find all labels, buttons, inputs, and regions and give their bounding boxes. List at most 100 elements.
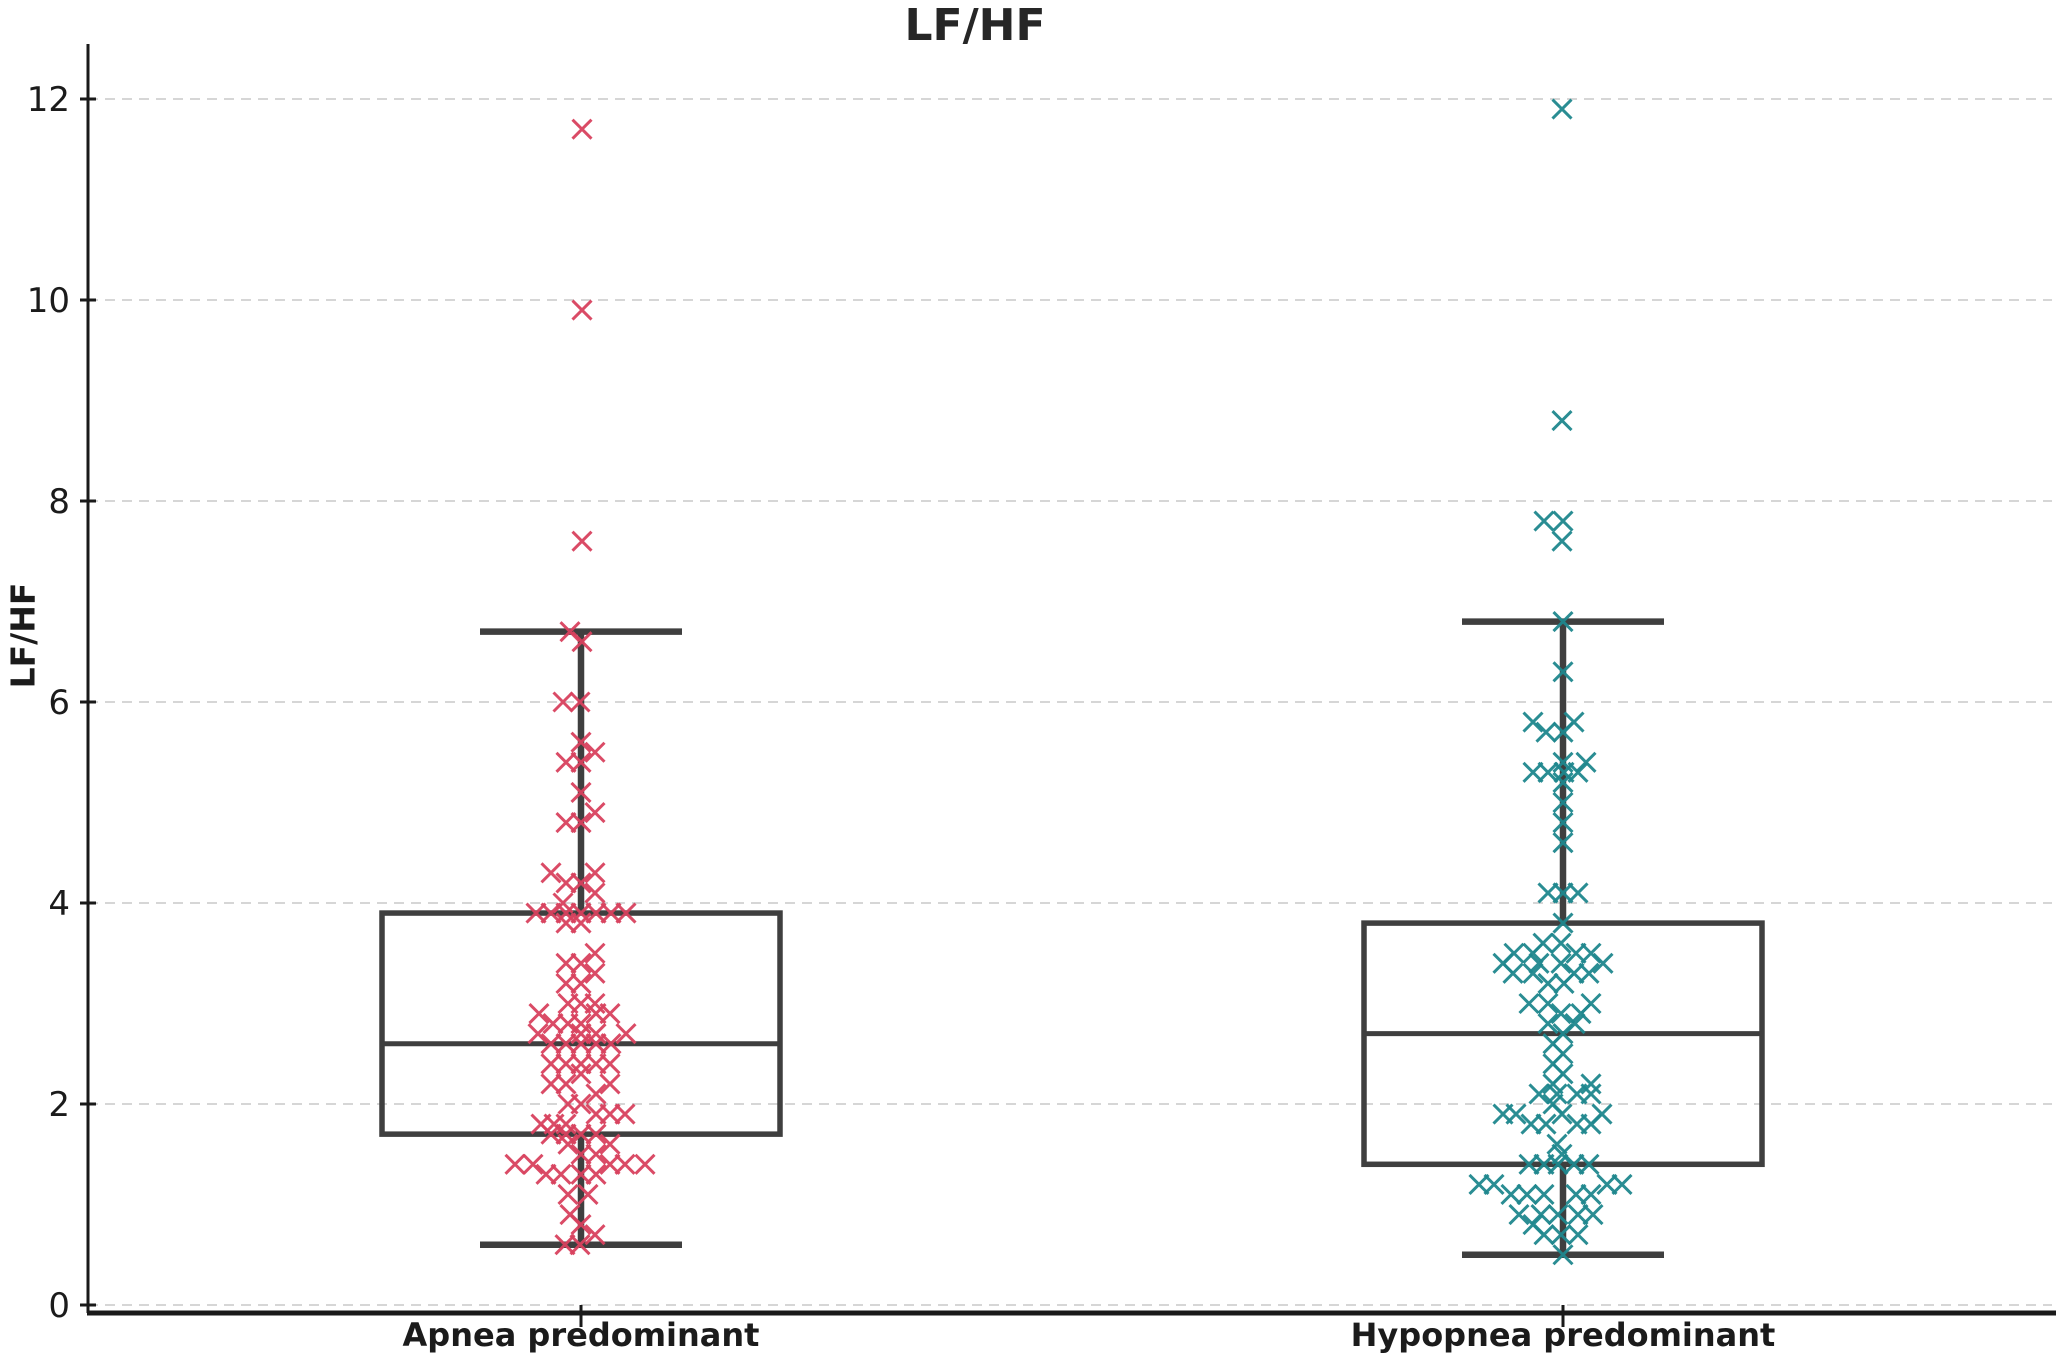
- x-marker: [1483, 1173, 1505, 1195]
- x-marker: [555, 1113, 577, 1135]
- x-marker: [1580, 1073, 1602, 1095]
- x-marker: [599, 1053, 621, 1075]
- x-marker: [584, 962, 606, 984]
- x-marker: [552, 691, 574, 713]
- x-marker: [571, 530, 593, 552]
- x-marker: [1596, 1173, 1618, 1195]
- x-marker: [555, 902, 577, 924]
- x-marker: [557, 1133, 579, 1155]
- x-marker: [1580, 1113, 1602, 1135]
- x-marker: [1528, 1083, 1550, 1105]
- y-tick-label: 12: [27, 80, 70, 120]
- y-tick-label: 10: [27, 281, 70, 321]
- x-marker: [571, 631, 593, 653]
- x-marker: [1550, 932, 1572, 954]
- x-marker: [570, 812, 592, 834]
- x-marker: [1580, 1183, 1602, 1206]
- x-marker: [1516, 1183, 1538, 1206]
- x-marker: [584, 741, 606, 763]
- x-marker: [585, 1023, 607, 1045]
- x-marker: [1567, 1224, 1589, 1246]
- x-marker: [570, 1033, 592, 1055]
- x-marker: [1552, 771, 1574, 793]
- x-marker: [540, 1053, 562, 1075]
- x-marker: [542, 1013, 564, 1035]
- x-marker: [555, 912, 577, 934]
- x-marker: [1468, 1173, 1490, 1195]
- x-marker: [540, 902, 562, 924]
- x-marker: [1533, 1183, 1555, 1206]
- x-marker: [1567, 1203, 1589, 1226]
- x-marker: [522, 1153, 544, 1175]
- x-marker: [570, 1214, 592, 1236]
- x-marker: [1551, 530, 1573, 552]
- x-marker: [1537, 992, 1559, 1015]
- x-marker: [1552, 721, 1574, 743]
- x-marker: [1547, 1203, 1569, 1226]
- y-tick-label: 8: [48, 482, 70, 522]
- x-marker: [1580, 1083, 1602, 1105]
- x-marker: [585, 1143, 607, 1165]
- x-marker: [1535, 1113, 1557, 1135]
- x-marker: [570, 781, 592, 804]
- x-marker: [1520, 1113, 1542, 1135]
- x-marker: [599, 1002, 621, 1025]
- x-marker: [535, 1163, 557, 1185]
- x-marker: [1533, 1224, 1555, 1246]
- x-marker: [1551, 98, 1573, 120]
- x-marker: [557, 1183, 579, 1206]
- x-marker: [599, 1103, 621, 1125]
- x-marker: [569, 691, 591, 713]
- x-marker: [555, 952, 577, 974]
- x-marker: [570, 952, 592, 974]
- x-marker: [1528, 952, 1550, 974]
- x-marker: [1552, 812, 1574, 834]
- x-marker: [1552, 791, 1574, 814]
- x-marker: [1505, 1103, 1527, 1125]
- x-marker: [555, 812, 577, 834]
- x-marker: [584, 801, 606, 824]
- x-marker: [555, 1053, 577, 1075]
- points-apnea: [504, 118, 656, 1256]
- x-marker: [1546, 1133, 1568, 1155]
- x-marker: [584, 862, 606, 884]
- x-tick-label-hypopnea: Hypopnea predominant: [1350, 1316, 1776, 1353]
- x-marker: [614, 1103, 636, 1125]
- x-marker: [570, 1123, 592, 1145]
- x-marker: [571, 299, 593, 321]
- x-marker: [1550, 1002, 1572, 1025]
- x-marker: [577, 1183, 599, 1206]
- x-marker: [504, 1153, 526, 1175]
- x-marker: [585, 1163, 607, 1185]
- x-marker: [1552, 832, 1574, 854]
- x-marker: [1592, 952, 1614, 974]
- x-marker: [1533, 510, 1555, 532]
- x-marker: [570, 1093, 592, 1115]
- x-marker: [555, 1073, 577, 1095]
- x-marker: [1537, 972, 1559, 994]
- x-marker: [615, 902, 637, 924]
- x-marker: [1552, 611, 1574, 633]
- x-marker: [570, 1143, 592, 1165]
- x-marker: [585, 1033, 607, 1055]
- x-marker: [1582, 1203, 1604, 1226]
- x-marker: [570, 912, 592, 934]
- y-tick-label: 0: [48, 1286, 70, 1326]
- x-marker: [1518, 1153, 1540, 1175]
- x-marker: [550, 1163, 572, 1185]
- x-marker: [599, 1073, 621, 1095]
- x-marker: [555, 1033, 577, 1055]
- x-marker: [570, 1023, 592, 1045]
- x-marker: [1550, 1224, 1572, 1246]
- x-marker: [1552, 510, 1574, 532]
- x-marker: [570, 751, 592, 773]
- x-marker: [554, 1234, 576, 1256]
- x-marker: [555, 972, 577, 994]
- x-marker: [1567, 882, 1589, 904]
- x-marker: [584, 1224, 606, 1246]
- x-marker: [634, 1153, 656, 1175]
- x-marker: [1537, 1013, 1559, 1035]
- x-marker: [1537, 761, 1559, 783]
- x-marker: [540, 1033, 562, 1055]
